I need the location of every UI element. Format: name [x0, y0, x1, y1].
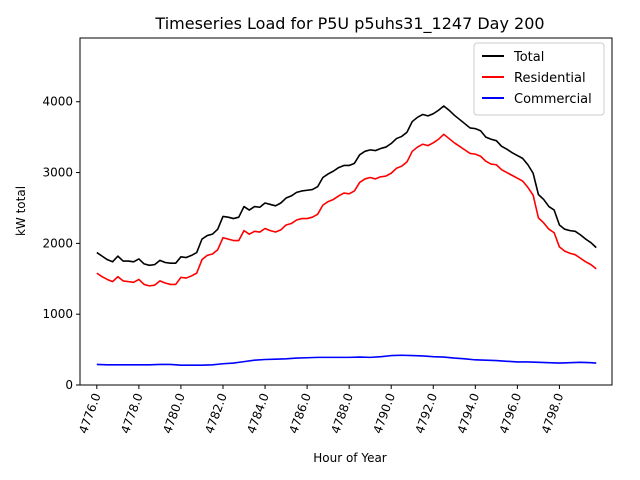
y-tick-label: 0 — [65, 378, 73, 392]
chart-title: Timeseries Load for P5U p5uhs31_1247 Day… — [154, 14, 544, 34]
y-tick-label: 1000 — [42, 307, 73, 321]
y-tick-label: 2000 — [42, 236, 73, 250]
y-axis: 0 1000 2000 3000 4000 — [42, 95, 80, 392]
legend-label-commercial: Commercial — [514, 92, 592, 107]
y-tick-label: 3000 — [42, 166, 73, 180]
plot-area — [96, 105, 597, 366]
series-line-commercial — [96, 354, 597, 366]
legend-label-residential: Residential — [514, 71, 586, 86]
x-axis-label: Hour of Year — [313, 451, 387, 465]
y-tick-label: 4000 — [42, 95, 73, 109]
series-line-total — [96, 105, 597, 267]
series-line-residential — [96, 133, 597, 287]
y-axis-label: kW total — [14, 186, 28, 236]
series-lines — [96, 105, 597, 366]
legend-box — [473, 42, 605, 116]
plot-frame — [79, 37, 613, 386]
legend: Total Residential Commercial — [473, 42, 605, 116]
legend-label-total: Total — [513, 50, 544, 65]
